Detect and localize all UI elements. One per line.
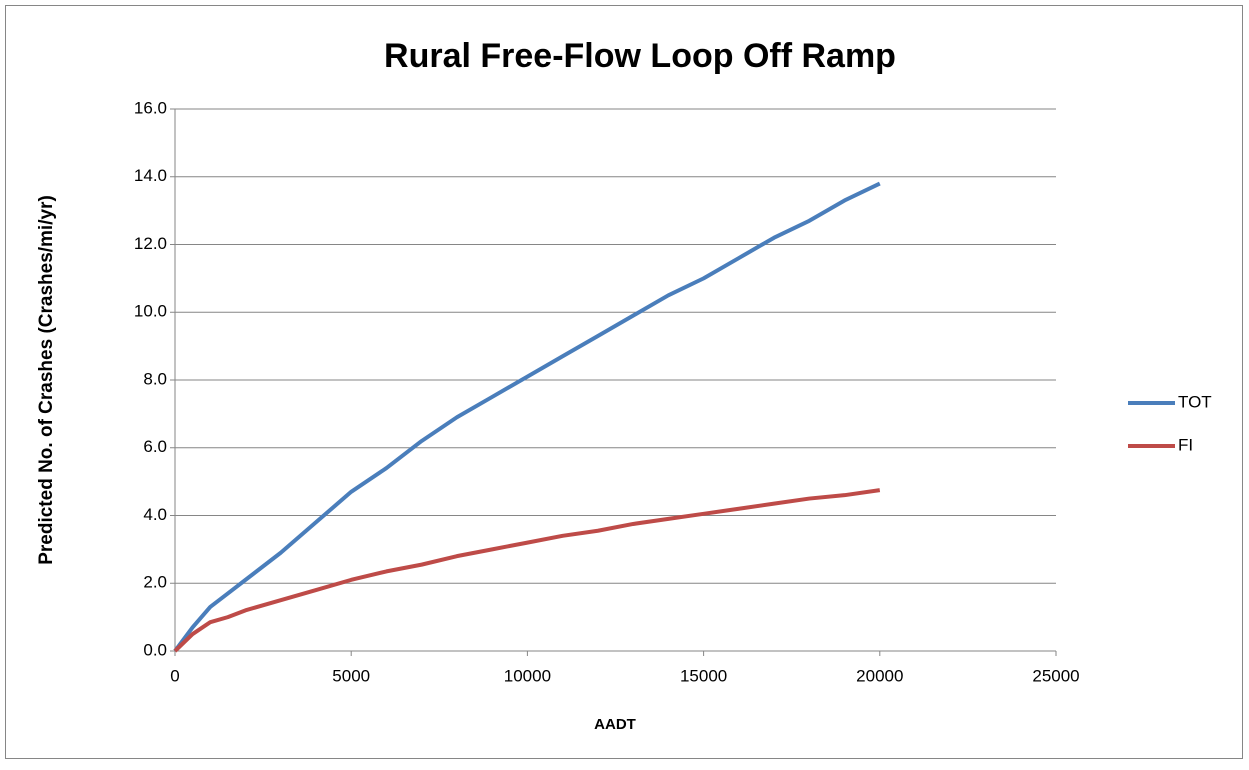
chart-border [5, 5, 1243, 759]
line-series [173, 488, 881, 653]
y-tick-label: 0.0 [143, 640, 167, 659]
y-tick-label: 10.0 [134, 302, 167, 321]
x-tick-label: 5000 [332, 666, 370, 685]
legend-label: FI [1178, 435, 1193, 454]
x-tick-label: 0 [170, 666, 179, 685]
y-tick-label: 14.0 [134, 166, 167, 185]
y-tick-label: 8.0 [143, 369, 167, 388]
y-tick-label: 6.0 [143, 437, 167, 456]
y-tick-label: 12.0 [134, 234, 167, 253]
y-tick-label: 4.0 [143, 505, 167, 524]
y-tick-label: 16.0 [134, 98, 167, 117]
chart-title: Rural Free-Flow Loop Off Ramp [384, 37, 896, 75]
x-tick-label: 25000 [1032, 666, 1079, 685]
x-tick-label: 20000 [856, 666, 903, 685]
x-tick-label: 10000 [504, 666, 551, 685]
y-tick-label: 2.0 [143, 573, 167, 592]
x-axis-label: AADT [594, 716, 636, 733]
y-axis-label: Predicted No. of Crashes (Crashes/mi/yr) [36, 195, 57, 565]
line-series [173, 181, 881, 653]
legend-label: TOT [1178, 392, 1212, 411]
x-tick-label: 15000 [680, 666, 727, 685]
